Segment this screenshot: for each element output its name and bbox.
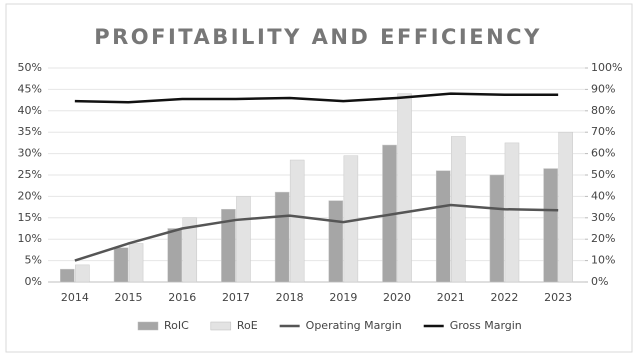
x-tick-label: 2015 bbox=[115, 291, 143, 304]
bar bbox=[397, 93, 412, 283]
chart-frame bbox=[5, 3, 633, 353]
bar bbox=[435, 170, 451, 283]
y2-tick-label: 10% bbox=[591, 254, 615, 267]
legend-swatch bbox=[137, 321, 159, 331]
x-tick-label: 2018 bbox=[276, 291, 304, 304]
bar bbox=[328, 200, 344, 283]
x-tick-label: 2016 bbox=[168, 291, 196, 304]
y2-tick-label: 70% bbox=[591, 125, 615, 138]
y2-tick-label: 20% bbox=[591, 232, 615, 245]
legend-label: RoE bbox=[237, 319, 258, 332]
y2-tick-label: 0% bbox=[591, 275, 608, 288]
x-tick-label: 2019 bbox=[329, 291, 357, 304]
bar bbox=[221, 208, 236, 283]
bar bbox=[504, 142, 520, 283]
bar bbox=[182, 217, 198, 283]
bar bbox=[167, 228, 183, 283]
x-tick-label: 2014 bbox=[61, 291, 89, 304]
y-tick-label: 35% bbox=[18, 125, 42, 138]
bar bbox=[543, 168, 558, 283]
x-tick-label: 2021 bbox=[437, 291, 465, 304]
legend-label: Gross Margin bbox=[450, 319, 522, 332]
line bbox=[74, 203, 559, 262]
y-tick-label: 15% bbox=[18, 211, 42, 224]
bar bbox=[113, 247, 129, 283]
bar bbox=[289, 159, 305, 283]
bar bbox=[489, 174, 505, 283]
legend-label: Operating Margin bbox=[306, 319, 402, 332]
x-tick-label: 2017 bbox=[222, 291, 250, 304]
line bbox=[74, 92, 559, 104]
y-tick-label: 10% bbox=[18, 232, 42, 245]
y-tick-label: 0% bbox=[25, 275, 42, 288]
y-tick-label: 5% bbox=[25, 254, 42, 267]
y-tick-label: 40% bbox=[18, 104, 42, 117]
y2-tick-label: 80% bbox=[591, 104, 615, 117]
y2-tick-label: 60% bbox=[591, 147, 615, 160]
x-tick-label: 2023 bbox=[544, 291, 572, 304]
bar bbox=[451, 136, 466, 283]
y-tick-label: 20% bbox=[18, 189, 42, 202]
x-tick-label: 2020 bbox=[383, 291, 411, 304]
y2-tick-label: 50% bbox=[591, 168, 615, 181]
bar bbox=[274, 191, 290, 283]
x-tick-label: 2022 bbox=[490, 291, 518, 304]
y-tick-label: 50% bbox=[18, 61, 42, 74]
bar bbox=[75, 264, 90, 283]
y2-tick-label: 40% bbox=[591, 189, 615, 202]
chart-title: PROFITABILITY AND EFFICIENCY bbox=[94, 25, 542, 49]
y-tick-label: 30% bbox=[18, 147, 42, 160]
y2-tick-label: 100% bbox=[591, 61, 622, 74]
y2-tick-label: 30% bbox=[591, 211, 615, 224]
y2-tick-label: 90% bbox=[591, 82, 615, 95]
bar bbox=[60, 268, 75, 283]
bar bbox=[236, 196, 251, 283]
legend-swatch bbox=[210, 321, 232, 331]
y-tick-label: 25% bbox=[18, 168, 42, 181]
legend-label: RoIC bbox=[164, 319, 189, 332]
bar bbox=[558, 131, 573, 283]
y-tick-label: 45% bbox=[18, 82, 42, 95]
bar bbox=[128, 243, 144, 283]
